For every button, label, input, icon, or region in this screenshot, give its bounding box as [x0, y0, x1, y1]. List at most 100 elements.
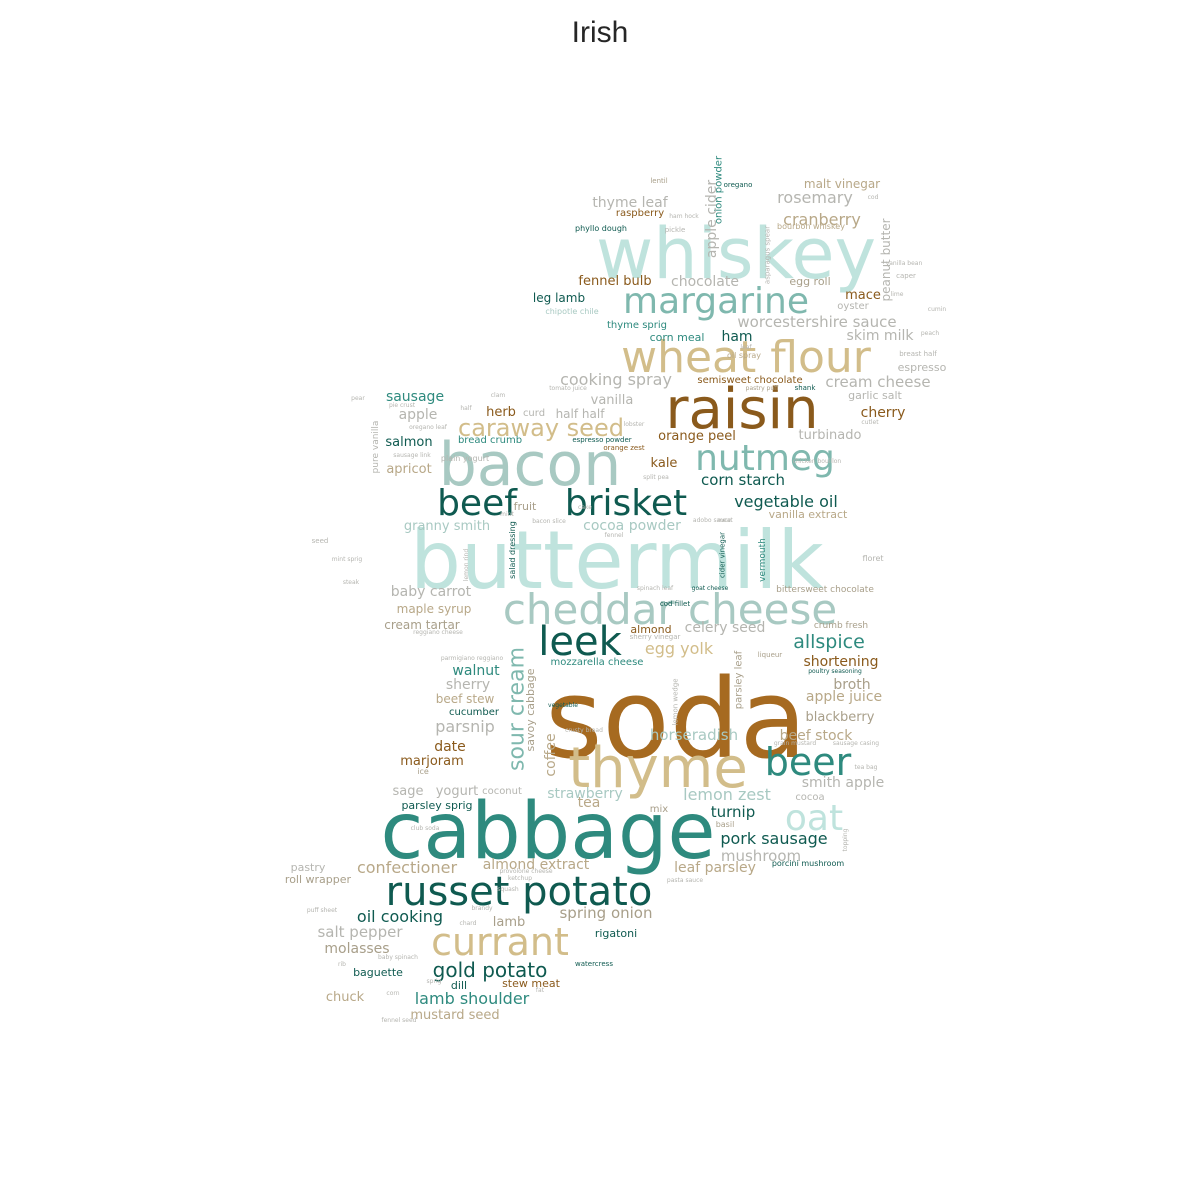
- word-ice: ice: [417, 767, 429, 776]
- word-vegetable-oil: vegetable oil: [734, 492, 838, 511]
- word-chuck: chuck: [326, 990, 365, 1005]
- word-vanilla-bean: vanilla bean: [886, 260, 923, 267]
- word-apricot: apricot: [386, 462, 431, 477]
- word-egg-roll: egg roll: [789, 275, 830, 288]
- word-cabbage: cabbage: [380, 787, 715, 877]
- word-beer: beer: [765, 740, 852, 784]
- word-shank: shank: [795, 384, 817, 392]
- word-cocoa-powder: cocoa powder: [583, 518, 681, 534]
- word-grain-mustard: grain mustard: [774, 740, 816, 747]
- word-espresso: espresso: [898, 361, 947, 374]
- word-lemon-rind: lemon rind: [463, 549, 470, 582]
- word-currant: currant: [431, 920, 569, 964]
- word-raisin: raisin: [665, 377, 818, 442]
- word-chard: chard: [460, 920, 477, 927]
- word-yogurt: yogurt: [436, 784, 479, 799]
- word-buttermilk: buttermilk: [410, 514, 824, 607]
- word-basil: basil: [716, 820, 735, 829]
- word-marjoram: marjoram: [400, 754, 464, 769]
- word-vanilla-extract: vanilla extract: [769, 508, 848, 521]
- word-malt-vinegar: malt vinegar: [804, 177, 880, 191]
- word-coffee: coffee: [543, 733, 559, 776]
- word-raspberry: raspberry: [616, 208, 664, 219]
- word-spinach-leaf: spinach leaf: [637, 585, 674, 592]
- word-fennel-bulb: fennel bulb: [578, 274, 651, 289]
- word-watercress: watercress: [575, 960, 613, 968]
- word-pastry: pastry: [291, 861, 326, 874]
- word-sage: sage: [393, 784, 424, 799]
- word-apple-juice: apple juice: [806, 689, 882, 705]
- word-bread-crumb: bread crumb: [458, 435, 522, 446]
- word-crusty-bread: crusty bread: [565, 727, 603, 734]
- word-sour-cream: sour cream: [505, 647, 530, 771]
- word-cumin: cumin: [928, 306, 947, 313]
- word-tea-bag: tea bag: [855, 764, 878, 771]
- word-vermouth: vermouth: [758, 538, 768, 582]
- word-porcini-mushroom: porcini mushroom: [772, 859, 845, 868]
- word-cake: cake: [578, 504, 592, 511]
- word-clam: clam: [491, 392, 506, 399]
- word-seed: seed: [312, 537, 329, 545]
- word-lobster: lobster: [624, 421, 645, 428]
- word-ketchup: ketchup: [508, 875, 532, 882]
- word-onion-powder: onion powder: [714, 155, 725, 224]
- word-thyme: thyme: [568, 736, 748, 801]
- word-floret: floret: [862, 554, 883, 563]
- word-coconut: coconut: [482, 786, 522, 797]
- word-sherry: sherry: [446, 677, 490, 693]
- word-breast-half: breast half: [899, 350, 937, 358]
- word-thyme-leaf: thyme leaf: [592, 195, 668, 211]
- word-plain-yogurt: plain yogurt: [441, 454, 489, 463]
- word-pastry-puff: pastry puff: [746, 385, 780, 392]
- word-reggiano-cheese: reggiano cheese: [413, 629, 463, 636]
- word-squash: squash: [497, 886, 519, 893]
- word-goat-cheese: goat cheese: [692, 585, 729, 592]
- word-sprig: sprig: [427, 978, 442, 985]
- word-lemon-zest: lemon zest: [683, 785, 771, 804]
- word-mozzarella-cheese: mozzarella cheese: [551, 657, 644, 668]
- word-baby-carrot: baby carrot: [391, 584, 472, 600]
- word-gold-potato: gold potato: [433, 958, 548, 982]
- word-parsley-leaf: parsley leaf: [734, 650, 745, 709]
- word-celery-seed: celery seed: [685, 620, 766, 636]
- word-cheddar-cheese: cheddar cheese: [503, 585, 837, 634]
- word-leek: leek: [538, 619, 622, 665]
- word-corn-starch: corn starch: [701, 471, 785, 489]
- word-orange-zest: orange zest: [603, 444, 644, 452]
- word-peanut-butter: peanut butter: [879, 218, 893, 301]
- word-shortening: shortening: [803, 654, 878, 670]
- word-half: half: [460, 405, 472, 412]
- word-turbinado: turbinado: [799, 428, 862, 443]
- word-ham-hock: ham hock: [669, 213, 699, 220]
- word-pasta-sauce: pasta sauce: [667, 877, 703, 884]
- word-lemon-wedge: lemon wedge: [671, 678, 679, 725]
- word-caraway-seed: caraway seed: [458, 414, 624, 442]
- word-mix: mix: [650, 804, 669, 815]
- word-phyllo-dough: phyllo dough: [575, 224, 627, 233]
- word-parmigiano-reggiano: parmigiano reggiano: [441, 655, 504, 662]
- word-fennel: fennel: [605, 532, 624, 539]
- word-sherry-vinegar: sherry vinegar: [630, 633, 681, 641]
- word-spring-onion: spring onion: [559, 904, 652, 922]
- word-semisweet-chocolate: semisweet chocolate: [697, 375, 802, 386]
- word-fat: fat: [536, 987, 545, 994]
- word-salad-dressing: salad dressing: [508, 521, 517, 579]
- word-peach: peach: [921, 330, 939, 337]
- word-mushroom: mushroom: [721, 847, 801, 865]
- word-cutlet: cutlet: [861, 419, 879, 426]
- word-split-pea: split pea: [643, 474, 669, 481]
- word-beef: beef: [437, 483, 518, 524]
- word-almond-extract: almond extract: [483, 857, 590, 873]
- word-tomato-juice: tomato juice: [549, 385, 587, 392]
- word-wheat-flour: wheat flour: [621, 332, 872, 383]
- word-mint-sprig: mint sprig: [332, 556, 363, 563]
- word-espresso-powder: espresso powder: [572, 436, 631, 444]
- word-fruit: fruit: [514, 500, 537, 513]
- word-lime: lime: [891, 291, 904, 298]
- word-lamb-shoulder: lamb shoulder: [415, 989, 530, 1008]
- word-rosemary: rosemary: [777, 188, 853, 207]
- word-corn-meal: corn meal: [650, 331, 705, 344]
- word-soda: soda: [545, 655, 807, 783]
- word-leg-lamb: leg lamb: [533, 291, 585, 305]
